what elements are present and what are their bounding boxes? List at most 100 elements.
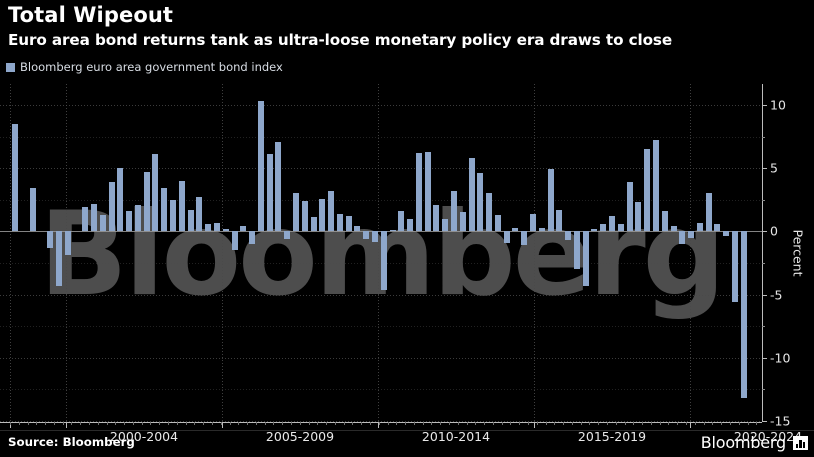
chart-bar bbox=[222, 228, 229, 232]
chart-bar bbox=[99, 214, 106, 232]
chart-bar bbox=[442, 218, 449, 232]
y-tick bbox=[762, 105, 767, 106]
x-tick-minor bbox=[352, 422, 353, 425]
footer-divider bbox=[0, 430, 814, 431]
chart-bar bbox=[451, 190, 457, 232]
y-tick-label: 0 bbox=[770, 223, 778, 239]
y-tick-label: -10 bbox=[770, 350, 791, 366]
x-tick-minor bbox=[414, 422, 415, 425]
chart-bar bbox=[213, 222, 220, 232]
x-tick-minor bbox=[467, 422, 468, 425]
y-tick-minor bbox=[762, 389, 765, 391]
y-tick-minor bbox=[762, 136, 765, 138]
x-tick-minor bbox=[124, 422, 125, 425]
x-tick-minor bbox=[598, 422, 599, 425]
x-tick bbox=[378, 422, 379, 428]
chart-bar bbox=[407, 218, 414, 232]
h-gridline-minor bbox=[0, 136, 762, 138]
x-tick-minor bbox=[36, 422, 37, 425]
chart-bar bbox=[424, 151, 431, 232]
x-tick-minor bbox=[730, 422, 731, 425]
x-tick-minor bbox=[344, 422, 345, 425]
chart-bar bbox=[371, 231, 378, 242]
x-tick-minor bbox=[159, 422, 160, 425]
x-tick bbox=[10, 422, 11, 428]
x-tick-minor bbox=[177, 422, 178, 425]
x-tick-minor bbox=[379, 422, 380, 425]
x-tick-minor bbox=[633, 422, 634, 425]
x-tick-minor bbox=[194, 422, 195, 425]
plot-area: Bloomberg bbox=[0, 84, 762, 422]
x-tick-minor bbox=[712, 422, 713, 425]
x-tick-minor bbox=[107, 422, 108, 425]
chart-bar bbox=[126, 211, 133, 232]
chart-bar bbox=[143, 171, 150, 232]
chart-bar bbox=[696, 222, 703, 232]
legend-label: Bloomberg euro area government bond inde… bbox=[20, 60, 283, 74]
chart-bar bbox=[231, 231, 238, 251]
x-tick-label: 2010-2014 bbox=[421, 429, 491, 444]
x-tick-minor bbox=[133, 422, 134, 425]
x-tick-label: 2020-2024 bbox=[733, 429, 803, 444]
x-tick-minor bbox=[291, 422, 292, 425]
chart-bar bbox=[740, 231, 747, 399]
x-tick-minor bbox=[282, 422, 283, 425]
x-tick-minor bbox=[63, 422, 64, 425]
x-tick-minor bbox=[721, 422, 722, 425]
chart-bar bbox=[82, 207, 89, 232]
chart-bar bbox=[714, 223, 721, 232]
chart-bar bbox=[626, 182, 633, 232]
x-tick-minor bbox=[581, 422, 582, 425]
chart-bar bbox=[55, 231, 62, 286]
chart-bar bbox=[600, 223, 607, 232]
chart-bar bbox=[134, 204, 141, 232]
x-tick-minor bbox=[510, 422, 511, 425]
y-tick bbox=[762, 294, 767, 296]
chart-bar bbox=[249, 231, 256, 245]
v-gridline bbox=[222, 84, 223, 422]
x-tick-minor bbox=[440, 422, 441, 425]
chart-bar bbox=[459, 212, 466, 232]
chart-bar bbox=[336, 213, 343, 232]
x-tick-minor bbox=[203, 422, 204, 425]
page-subtitle: Euro area bond returns tank as ultra-loo… bbox=[8, 31, 673, 49]
v-gridline bbox=[534, 84, 535, 422]
chart-bar bbox=[152, 154, 159, 232]
x-tick-minor bbox=[616, 422, 617, 425]
chart-bar bbox=[389, 230, 396, 232]
x-tick-minor bbox=[493, 422, 494, 425]
chart-bar bbox=[582, 231, 589, 286]
x-tick-minor bbox=[28, 422, 29, 425]
x-tick-minor bbox=[80, 422, 81, 425]
y-tick bbox=[762, 231, 767, 233]
y-tick-minor bbox=[762, 326, 765, 328]
chart-bar bbox=[573, 231, 580, 270]
x-tick-label: 2005-2009 bbox=[265, 429, 335, 444]
x-tick-minor bbox=[739, 422, 740, 425]
chart-bar bbox=[257, 101, 264, 232]
x-tick-label: 2000-2004 bbox=[109, 429, 179, 444]
chart-bar bbox=[635, 202, 642, 232]
chart-bar bbox=[354, 226, 361, 232]
chart-bar bbox=[12, 123, 18, 232]
x-tick-minor bbox=[335, 422, 336, 425]
x-tick-minor bbox=[475, 422, 476, 425]
chart-bar bbox=[644, 149, 651, 232]
bloomberg-logo-icon bbox=[793, 436, 808, 450]
x-tick-minor bbox=[89, 422, 90, 425]
x-tick-minor bbox=[98, 422, 99, 425]
y-tick-minor bbox=[762, 263, 765, 264]
x-axis: 2000-2004 2005-2009 2010-2014 2015-2019 2020… bbox=[0, 422, 802, 444]
x-tick-minor bbox=[256, 422, 257, 425]
x-tick-minor bbox=[142, 422, 143, 425]
y-tick-label: 10 bbox=[770, 97, 786, 113]
x-tick-minor bbox=[273, 422, 274, 425]
x-tick-minor bbox=[704, 422, 705, 425]
v-gridline bbox=[690, 84, 691, 422]
x-tick-minor bbox=[317, 422, 318, 425]
chart-bar bbox=[723, 231, 730, 237]
x-tick-minor bbox=[396, 422, 397, 425]
h-gridline bbox=[0, 105, 762, 106]
x-tick-minor bbox=[370, 422, 371, 425]
